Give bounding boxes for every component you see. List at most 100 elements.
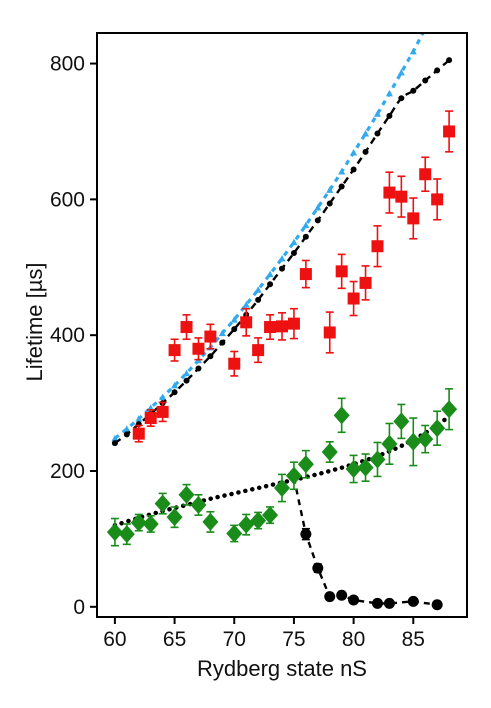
data-point-circle — [348, 594, 360, 606]
data-point-square — [419, 168, 432, 181]
data-point-diamond — [297, 455, 314, 474]
data-point-square — [252, 344, 265, 357]
curve-triangle — [159, 393, 167, 400]
data-point-diamond — [321, 442, 338, 461]
data-point-diamond — [106, 523, 123, 542]
curve-dot — [207, 353, 214, 360]
data-point-square — [395, 190, 408, 203]
data-point-diamond — [154, 494, 171, 513]
curve-dot — [171, 389, 178, 396]
curve-triangle — [314, 204, 322, 211]
curve-dot — [183, 377, 190, 384]
curve-dot — [123, 431, 130, 438]
data-point-square — [168, 344, 181, 357]
data-point-square — [407, 212, 420, 225]
curve-dot — [267, 281, 274, 288]
data-point-diamond — [166, 508, 183, 527]
curve-triangle — [183, 369, 191, 377]
data-point-square — [180, 321, 193, 334]
data-point-diamond — [202, 512, 219, 531]
data-point-diamond — [333, 406, 350, 425]
data-point-square — [132, 427, 145, 440]
axes: 60 65 70 75 80 85 0 200 400 600 800 — [50, 32, 468, 651]
data-point-diamond — [238, 515, 255, 534]
model-curve-blue — [113, 33, 425, 440]
curve-triangle — [266, 270, 274, 278]
data-point-circle — [371, 597, 383, 609]
curve-triangle — [338, 168, 346, 175]
y-tick-label: 400 — [50, 324, 85, 347]
data-point-diamond — [226, 524, 243, 543]
curve-dot — [326, 200, 333, 207]
curve-dot — [446, 57, 453, 64]
curve-dot — [314, 217, 321, 224]
x-tick-label: 65 — [163, 628, 186, 651]
x-tick-label: 70 — [223, 628, 246, 651]
data-point-circle — [300, 528, 312, 540]
curve-dot — [255, 296, 262, 303]
data-point-square — [192, 342, 205, 355]
data-point-diamond — [190, 495, 207, 514]
curve-triangle — [278, 254, 286, 262]
curve-dot — [410, 87, 417, 94]
data-point-square — [371, 240, 384, 253]
curve-triangle — [230, 316, 238, 323]
curve-triangle — [326, 186, 334, 193]
curve-dot — [279, 265, 285, 272]
curve-triangle — [123, 425, 131, 432]
curve-dot — [386, 112, 393, 119]
data-point-square — [276, 320, 288, 333]
data-point-diamond — [285, 466, 302, 485]
data-point-square — [383, 186, 396, 199]
curve-triangle — [171, 381, 179, 389]
curve-triangle — [135, 415, 143, 422]
curve-triangle — [242, 301, 250, 308]
model-curve-black-upper — [114, 59, 450, 445]
data-point-circle — [431, 599, 443, 611]
data-point-square — [443, 125, 456, 138]
data-point-square — [335, 265, 348, 278]
curve-triangle — [218, 329, 226, 337]
y-tick-label: 800 — [50, 53, 85, 76]
data-point-diamond — [381, 434, 398, 453]
x-tick-label: 80 — [342, 628, 365, 651]
data-point-diamond — [262, 506, 279, 525]
data-point-diamond — [441, 400, 458, 419]
x-tick-label: 85 — [402, 628, 425, 651]
y-tick-label: 600 — [50, 188, 85, 211]
data-point-circle — [383, 597, 395, 609]
curve-triangle — [254, 286, 262, 293]
curve-dot — [374, 130, 381, 137]
curve-triangle — [111, 434, 119, 442]
data-point-square — [323, 326, 336, 339]
curve-dot — [422, 77, 429, 84]
data-point-diamond — [405, 432, 422, 451]
data-point-square — [204, 330, 217, 343]
curve-dot — [111, 440, 118, 447]
data-point-diamond — [393, 412, 410, 431]
curve-dot — [195, 365, 202, 372]
curve-triangle — [350, 149, 358, 156]
data-point-square — [347, 292, 360, 305]
x-axis-label: Rydberg state nS — [197, 656, 367, 681]
data-point-diamond — [142, 514, 159, 533]
data-point-circle — [407, 595, 419, 607]
curve-dot — [338, 183, 345, 190]
data-point-circle — [336, 589, 348, 601]
curve-triangle — [409, 47, 417, 55]
plot-area — [106, 33, 458, 611]
series-circle — [300, 527, 443, 611]
curve-dot — [398, 95, 405, 102]
y-axis-label: Lifetime [µs] — [22, 262, 47, 381]
data-point-diamond — [429, 419, 446, 438]
series-diamond — [106, 388, 458, 547]
curve-dot — [350, 166, 357, 173]
data-point-circle — [312, 562, 324, 574]
data-point-square — [144, 412, 157, 425]
curve-triangle — [397, 68, 405, 76]
data-point-square — [156, 405, 169, 418]
data-point-diamond — [274, 478, 290, 497]
curve-triangle — [302, 221, 310, 229]
curve-dot — [434, 67, 441, 74]
